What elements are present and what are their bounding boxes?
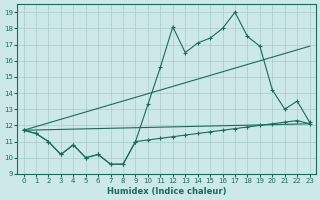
X-axis label: Humidex (Indice chaleur): Humidex (Indice chaleur) xyxy=(107,187,226,196)
